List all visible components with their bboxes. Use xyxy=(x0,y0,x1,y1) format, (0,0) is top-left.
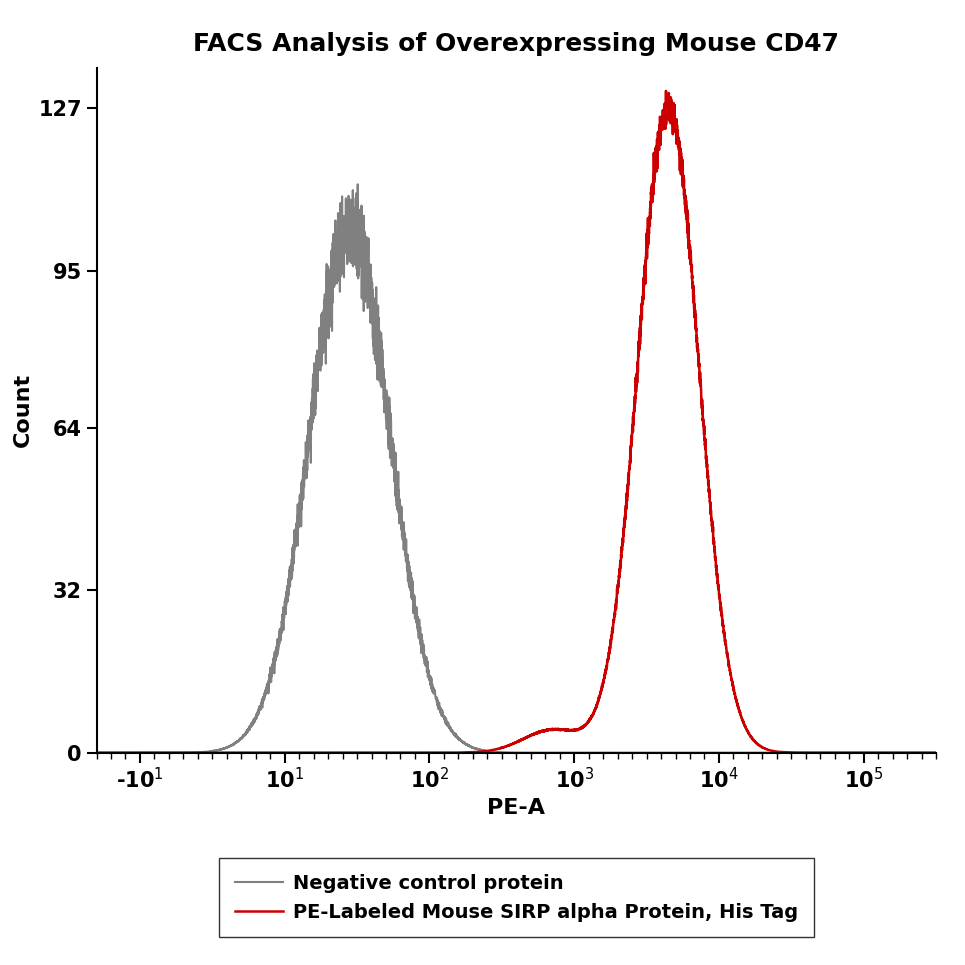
Title: FACS Analysis of Overexpressing Mouse CD47: FACS Analysis of Overexpressing Mouse CD… xyxy=(193,32,840,56)
X-axis label: PE-A: PE-A xyxy=(487,798,545,818)
Y-axis label: Count: Count xyxy=(13,373,33,447)
Legend: Negative control protein, PE-Labeled Mouse SIRP alpha Protein, His Tag: Negative control protein, PE-Labeled Mou… xyxy=(219,858,813,937)
PE-Labeled Mouse SIRP alpha Protein, His Tag xyxy=(758,742,770,754)
PE-Labeled Mouse SIRP alpha Protein, His Tag xyxy=(624,456,636,468)
Negative control protein xyxy=(588,747,599,758)
Negative control protein xyxy=(930,747,942,758)
Negative control protein xyxy=(624,747,636,758)
Negative control protein xyxy=(930,747,942,758)
Negative control protein xyxy=(352,179,364,190)
Negative control protein xyxy=(395,503,406,514)
PE-Labeled Mouse SIRP alpha Protein, His Tag xyxy=(930,747,942,758)
PE-Labeled Mouse SIRP alpha Protein, His Tag xyxy=(395,747,406,758)
Negative control protein xyxy=(133,747,145,758)
Negative control protein xyxy=(91,747,102,758)
PE-Labeled Mouse SIRP alpha Protein, His Tag xyxy=(91,747,102,758)
Negative control protein xyxy=(713,747,725,758)
Negative control protein xyxy=(758,747,770,758)
PE-Labeled Mouse SIRP alpha Protein, His Tag xyxy=(133,747,145,758)
Line: Negative control protein: Negative control protein xyxy=(96,184,936,753)
PE-Labeled Mouse SIRP alpha Protein, His Tag xyxy=(588,708,599,720)
PE-Labeled Mouse SIRP alpha Protein, His Tag xyxy=(660,85,672,97)
Line: PE-Labeled Mouse SIRP alpha Protein, His Tag: PE-Labeled Mouse SIRP alpha Protein, His… xyxy=(96,91,936,753)
PE-Labeled Mouse SIRP alpha Protein, His Tag xyxy=(713,589,725,600)
